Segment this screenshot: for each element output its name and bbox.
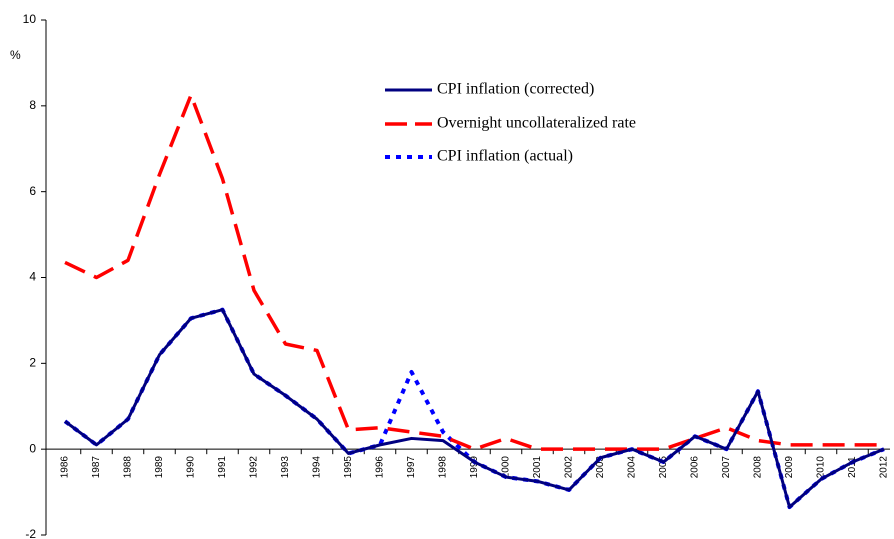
x-tick-label: 1988: [123, 456, 134, 479]
x-tick-label: 2012: [879, 456, 890, 479]
x-tick-label: 1994: [312, 456, 323, 479]
x-tick-label: 1987: [91, 456, 102, 479]
x-tick-label: 1992: [249, 456, 260, 479]
legend-label: Overnight uncollateralized rate: [437, 115, 636, 132]
x-tick-label: 1993: [280, 456, 291, 479]
x-tick-label: 2010: [816, 456, 827, 479]
y-axis-label: %: [10, 48, 21, 62]
y-tick-label: 2: [29, 356, 36, 370]
x-tick-label: 2001: [532, 456, 543, 479]
legend-label: CPI inflation (corrected): [437, 81, 594, 98]
x-tick-label: 1997: [406, 456, 417, 479]
x-tick-label: 1995: [343, 456, 354, 479]
x-tick-label: 2005: [658, 456, 669, 479]
x-tick-label: 2003: [595, 456, 606, 479]
y-tick-label: 10: [23, 12, 37, 26]
y-tick-label: 4: [29, 270, 36, 284]
x-tick-label: 1989: [154, 456, 165, 479]
y-tick-label: 6: [29, 184, 36, 198]
x-tick-label: 2007: [721, 456, 732, 479]
x-tick-label: 2002: [564, 456, 575, 479]
x-tick-label: 1986: [60, 456, 71, 479]
x-tick-label: 1999: [469, 456, 480, 479]
x-tick-label: 2000: [501, 456, 512, 479]
legend-label: CPI inflation (actual): [437, 148, 573, 165]
x-tick-label: 2009: [784, 456, 795, 479]
x-tick-label: 1998: [438, 456, 449, 479]
x-tick-label: 1990: [186, 456, 197, 479]
x-tick-label: 2006: [690, 456, 701, 479]
x-tick-label: 2004: [627, 456, 638, 479]
x-tick-label: 2011: [847, 456, 858, 478]
series-line: [64, 308, 885, 509]
y-tick-label: -2: [25, 527, 36, 539]
y-tick-label: 0: [29, 441, 36, 455]
y-tick-label: 8: [29, 98, 36, 112]
x-tick-label: 1991: [217, 456, 228, 479]
series-line: [64, 93, 884, 451]
x-tick-label: 2008: [753, 456, 764, 479]
x-tick-label: 1996: [375, 456, 386, 479]
